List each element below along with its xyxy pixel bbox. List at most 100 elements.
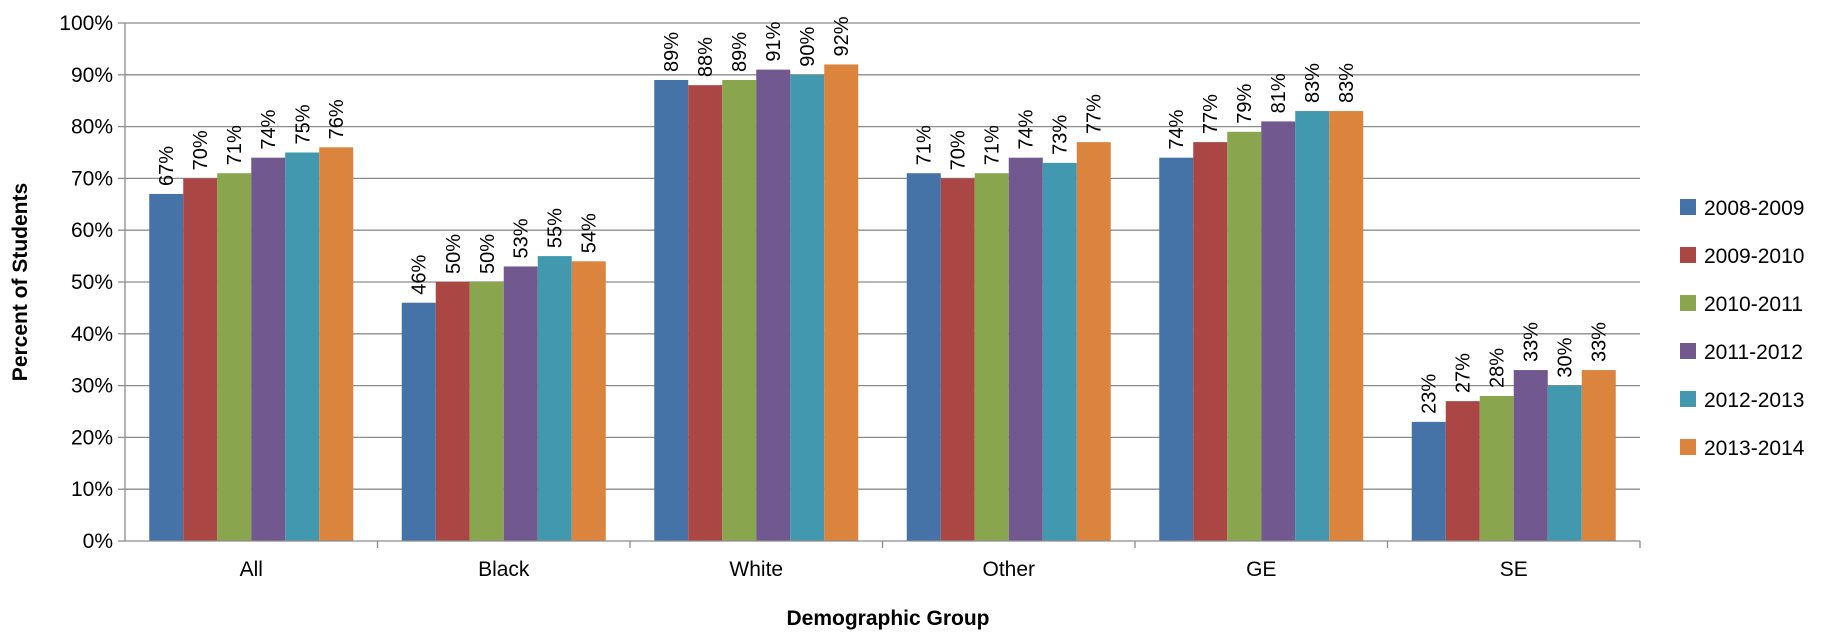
data-label: 79% (1234, 84, 1256, 124)
x-category-label: Black (478, 558, 530, 581)
y-tick-label: 70% (71, 167, 113, 190)
bar (1159, 157, 1194, 541)
bar (906, 173, 941, 541)
data-label: 81% (1268, 73, 1290, 113)
legend-swatch (1680, 439, 1696, 455)
bar (1479, 395, 1514, 541)
y-tick-label: 100% (59, 12, 113, 35)
data-label: 23% (1419, 374, 1441, 414)
legend-swatch (1680, 295, 1696, 311)
y-tick-label: 50% (71, 271, 113, 294)
bar (183, 178, 218, 541)
bar (503, 266, 538, 541)
y-tick-label: 90% (71, 64, 113, 87)
bar (1076, 142, 1111, 541)
data-label: 92% (831, 16, 853, 56)
data-label: 73% (1050, 115, 1072, 155)
bar (251, 157, 286, 541)
legend-swatch (1680, 391, 1696, 407)
x-category-label: Other (982, 558, 1035, 581)
bar (571, 261, 606, 541)
legend-label: 2010-2011 (1704, 293, 1803, 316)
bar (1329, 111, 1364, 541)
y-tick-label: 60% (71, 219, 113, 242)
data-label: 77% (1200, 94, 1222, 134)
bar (722, 79, 757, 541)
data-label: 46% (409, 254, 431, 294)
data-label: 50% (477, 234, 499, 274)
y-tick-label: 0% (83, 530, 113, 553)
data-label: 74% (258, 109, 280, 149)
bars (149, 64, 1616, 542)
x-category-label: GE (1246, 558, 1276, 581)
bar (654, 79, 689, 541)
legend: 2008-2009 2009-2010 2010-2011 2011-2012 2012… (1680, 197, 1805, 460)
bar (217, 173, 252, 541)
bar (1411, 421, 1446, 541)
bar (1008, 157, 1043, 541)
data-labels: 67% 70% 71% 74% 75% 76% 46% 50% 50% 53% 55% 54% 89% 8… (156, 16, 1611, 414)
bar (319, 147, 354, 541)
legend-label: 2011-2012 (1704, 341, 1803, 364)
legend-swatch (1680, 247, 1696, 263)
y-tick-label: 80% (71, 116, 113, 139)
y-tick-label: 10% (71, 478, 113, 501)
bar (285, 152, 320, 541)
x-category-label: White (729, 558, 783, 581)
bar (790, 74, 825, 542)
data-label: 70% (190, 130, 212, 170)
gridlines (125, 22, 1640, 490)
data-label: 67% (156, 146, 178, 186)
data-label: 74% (1016, 109, 1038, 149)
data-label: 77% (1084, 94, 1106, 134)
bar (537, 256, 572, 541)
bar (1581, 370, 1616, 541)
data-label: 74% (1166, 109, 1188, 149)
data-label: 89% (729, 32, 751, 72)
x-category-label: SE (1500, 558, 1528, 581)
data-label: 28% (1487, 348, 1509, 388)
data-label: 50% (443, 234, 465, 274)
y-tick-label: 20% (71, 426, 113, 449)
y-tick-label: 40% (71, 323, 113, 346)
data-label: 89% (661, 32, 683, 72)
bar (149, 193, 184, 541)
bar (1193, 142, 1228, 541)
data-label: 71% (982, 125, 1004, 165)
legend-swatch (1680, 343, 1696, 359)
legend-swatch (1680, 199, 1696, 215)
data-label: 90% (797, 27, 819, 67)
data-label: 27% (1453, 353, 1475, 393)
data-label: 30% (1555, 337, 1577, 377)
x-category-label: All (240, 558, 263, 581)
bar (824, 64, 859, 541)
data-label: 55% (545, 208, 567, 248)
data-label: 70% (948, 130, 970, 170)
data-label: 71% (914, 125, 936, 165)
y-tick-label: 30% (71, 375, 113, 398)
legend-label: 2013-2014 (1704, 437, 1805, 460)
bar (1445, 401, 1480, 541)
bar (401, 302, 436, 541)
data-label: 75% (292, 104, 314, 144)
bar (1227, 131, 1262, 541)
data-label: 71% (224, 125, 246, 165)
bar (1547, 385, 1582, 541)
bar (756, 69, 791, 542)
data-label: 33% (1521, 322, 1543, 362)
data-label: 83% (1336, 63, 1358, 103)
x-axis-title: Demographic Group (786, 607, 989, 630)
bar (1513, 370, 1548, 541)
data-label: 76% (326, 99, 348, 139)
axes: 0% 10% 20% 30% 40% 50% 60% 70% 80% 90% 100% All Blac… (59, 12, 1641, 581)
legend-label: 2009-2010 (1704, 245, 1804, 268)
bar (1295, 111, 1330, 541)
bar (1261, 121, 1296, 542)
data-label: 54% (579, 213, 601, 253)
data-label: 91% (763, 21, 785, 61)
data-label: 88% (695, 37, 717, 77)
bar (974, 173, 1009, 541)
bar (688, 85, 723, 541)
